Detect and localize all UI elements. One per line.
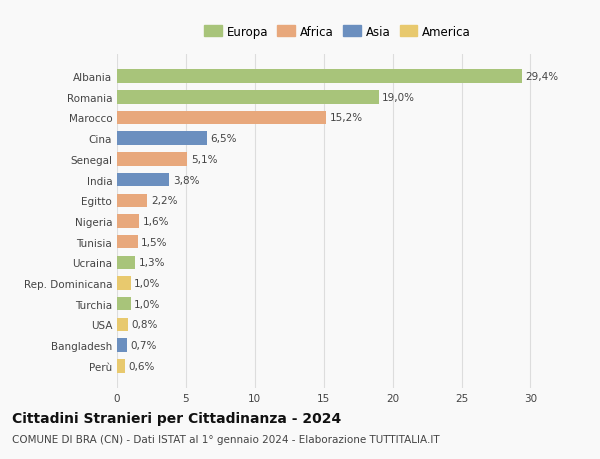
Text: 2,2%: 2,2% [151,196,177,206]
Bar [117,174,169,187]
Text: 19,0%: 19,0% [382,93,415,102]
Text: 3,8%: 3,8% [173,175,199,185]
Bar [117,91,379,104]
Text: 0,6%: 0,6% [129,361,155,371]
Text: 0,7%: 0,7% [130,341,157,350]
Legend: Europa, Africa, Asia, America: Europa, Africa, Asia, America [199,21,476,44]
Text: 1,3%: 1,3% [139,258,165,268]
Bar [117,132,206,146]
Text: 15,2%: 15,2% [330,113,363,123]
Text: 1,0%: 1,0% [134,279,161,288]
Bar [117,70,522,84]
Text: 6,5%: 6,5% [210,134,236,144]
Bar [117,339,127,352]
Bar [117,215,139,228]
Bar [117,235,137,249]
Text: Cittadini Stranieri per Cittadinanza - 2024: Cittadini Stranieri per Cittadinanza - 2… [12,411,341,425]
Bar [117,277,131,290]
Text: 5,1%: 5,1% [191,155,217,164]
Text: 29,4%: 29,4% [526,72,559,82]
Bar [117,318,128,331]
Bar [117,359,125,373]
Text: 1,6%: 1,6% [142,217,169,226]
Text: COMUNE DI BRA (CN) - Dati ISTAT al 1° gennaio 2024 - Elaborazione TUTTITALIA.IT: COMUNE DI BRA (CN) - Dati ISTAT al 1° ge… [12,434,440,444]
Text: 0,8%: 0,8% [131,320,158,330]
Text: 1,0%: 1,0% [134,299,161,309]
Bar [117,194,148,207]
Bar [117,256,135,269]
Bar [117,153,187,166]
Bar [117,297,131,311]
Text: 1,5%: 1,5% [141,237,167,247]
Bar [117,112,326,125]
